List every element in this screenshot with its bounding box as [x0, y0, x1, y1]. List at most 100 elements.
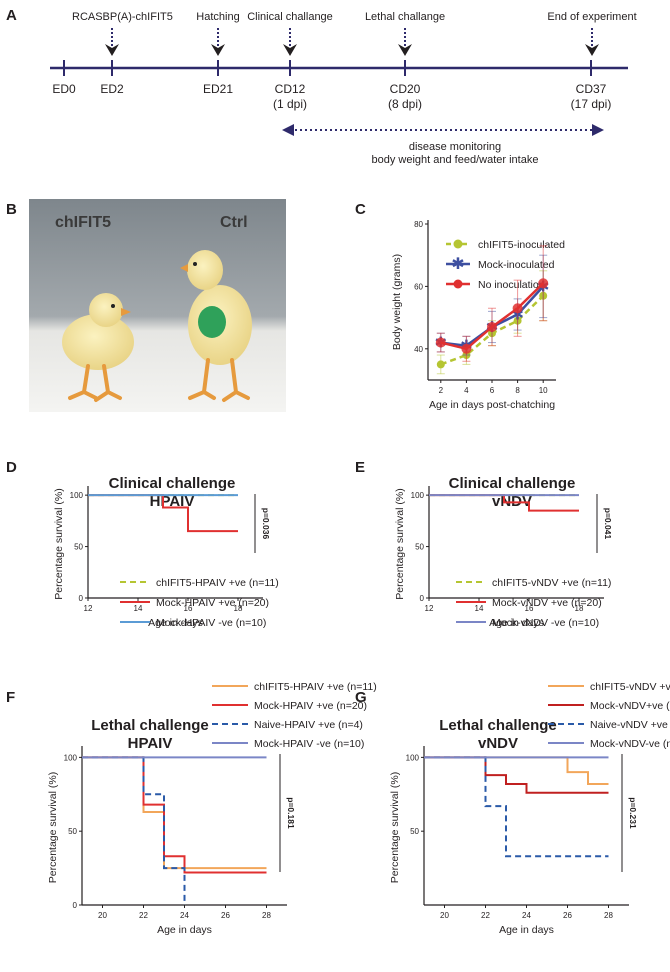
chart-body-weight: 2 4 6 8 10 40 60 80 Age in days post-chatching Bo… [391, 220, 565, 411]
x-axis-title: Age in days post-chatching [429, 399, 555, 411]
data-point [512, 303, 523, 314]
legend-label: Mock-vNDV -ve (n=10) [492, 617, 599, 629]
y-tick-label: 80 [414, 220, 423, 229]
timeline-event-label: End of experiment [547, 11, 636, 23]
x-tick-label: 26 [563, 911, 572, 920]
y-axis-title: Body weight (grams) [391, 254, 403, 350]
timeline-event-label: Lethal challange [365, 11, 445, 23]
survival-curve-mock-vndv-ve-n-20 [424, 756, 609, 794]
arrow-down-icon [283, 44, 297, 56]
x-tick-label: 16 [525, 604, 534, 613]
y-tick-label: 100 [70, 491, 84, 500]
legend-label: Naive-vNDV +ve (n=3) [590, 719, 670, 731]
survival-curve-naive-hpaiv-ve-n-4 [82, 756, 186, 905]
x-tick-label: 28 [604, 911, 613, 920]
y-tick-label: 0 [79, 594, 84, 603]
timeline-tick-label: ED0 [52, 82, 76, 96]
x-axis-title: Age in days [489, 617, 544, 629]
timeline-event-label: Clinical challange [247, 11, 333, 23]
survival-curve-chifit5-hpaiv-ve-n-11 [82, 756, 267, 870]
panel-letter-e: E [355, 459, 365, 476]
x-tick-label: 16 [184, 604, 193, 613]
y-axis-title: Percentage survival (%) [394, 488, 406, 599]
chick-photo: chIFIT5 Ctrl [29, 199, 286, 412]
pvalue-label: p=0.041 [603, 508, 613, 540]
legend-label: Mock-vNDV-ve (n=10) [590, 738, 670, 750]
x-tick-label: 2 [439, 386, 444, 395]
legend-label: Mock-HPAIV +ve (n=20) [156, 597, 269, 609]
timeline-tick-label: CD37 [576, 82, 607, 96]
data-point [461, 343, 472, 354]
timeline-tick-label: CD20 [390, 82, 421, 96]
x-tick-label: 12 [425, 604, 434, 613]
chart-title: Clinical challenge [109, 475, 236, 492]
monitoring-sublabel: body weight and feed/water intake [372, 154, 539, 166]
pvalue-label: p=0.181 [286, 797, 296, 829]
x-tick-label: 14 [475, 604, 484, 613]
legend-label: Mock-HPAIV -ve (n=10) [254, 738, 364, 750]
x-tick-label: 28 [262, 911, 271, 920]
x-tick-label: 4 [464, 386, 469, 395]
photo-label-chifit5: chIFIT5 [55, 214, 111, 231]
chart-lethal-hpaiv: 20 22 24 26 28 0 50 100 Age in days Percentage su… [47, 681, 377, 936]
data-point [435, 337, 446, 348]
timeline-tick-sublabel: (1 dpi) [273, 97, 307, 111]
chart-subtitle: HPAIV [150, 493, 195, 510]
chart-subtitle: HPAIV [128, 735, 173, 752]
x-tick-label: 10 [539, 386, 548, 395]
legend-label: Mock-vNDV+ve (n=20) [590, 700, 670, 712]
y-tick-label: 50 [410, 827, 419, 836]
monitoring-label: disease monitoring [409, 141, 501, 153]
chart-subtitle: vNDV [478, 735, 518, 752]
legend-label: chIFIT5-vNDV +ve (n=11) [492, 577, 611, 589]
chart-title: Lethal challenge [439, 717, 557, 734]
legend-marker [453, 239, 463, 249]
photo-label-ctrl: Ctrl [220, 214, 248, 231]
x-tick-label: 24 [522, 911, 531, 920]
data-point [487, 321, 497, 332]
chart-lethal-vndv: 20 22 24 26 28 50 100 Age in days Percentage sur… [389, 681, 670, 936]
monitoring-arrow-left-icon [282, 124, 294, 136]
legend-label: Mock-vNDV +ve (n=20) [492, 597, 602, 609]
legend-label: chIFIT5-HPAIV +ve (n=11) [156, 577, 279, 589]
data-point [538, 278, 549, 289]
x-tick-label: 18 [234, 604, 243, 613]
data-point [436, 360, 445, 369]
y-axis-title: Percentage survival (%) [389, 772, 401, 883]
timeline-tick-label: ED2 [100, 82, 124, 96]
legend-label: No inoculation [478, 279, 545, 291]
y-axis-title: Percentage survival (%) [47, 772, 59, 883]
x-tick-label: 18 [575, 604, 584, 613]
y-tick-label: 50 [415, 543, 424, 552]
timeline-tick-sublabel: (17 dpi) [571, 97, 612, 111]
arrow-down-icon [398, 44, 412, 56]
y-tick-label: 60 [414, 282, 423, 291]
chart-title: Lethal challenge [91, 717, 209, 734]
legend-label: Naive-HPAIV +ve (n=4) [254, 719, 363, 731]
pvalue-label: p=0.036 [261, 508, 271, 540]
arrow-down-icon [105, 44, 119, 56]
panel-letter-f: F [6, 689, 15, 706]
survival-curve-mock-hpaiv-ve-n-20 [82, 756, 267, 874]
y-tick-label: 40 [414, 345, 423, 354]
arrow-down-icon [585, 44, 599, 56]
legend-label: Mock-inoculated [478, 259, 555, 271]
chart-clinical-vndv: 12 14 16 18 0 50 100 Age in days Percentage surv… [394, 475, 613, 629]
timeline-event-label: RCASBP(A)-chIFIT5 [72, 11, 173, 23]
star-marker-icon: ✱ [451, 256, 464, 273]
x-tick-label: 22 [481, 911, 490, 920]
x-tick-label: 20 [440, 911, 449, 920]
legend-label: Mock-HPAIV -ve (n=10) [156, 617, 266, 629]
y-tick-label: 100 [411, 491, 425, 500]
panel-letter-b: B [6, 201, 17, 218]
chart-title: Clinical challenge [449, 475, 576, 492]
series-no-inoculation [435, 245, 549, 362]
x-axis-title: Age in days [148, 617, 203, 629]
x-tick-label: 6 [490, 386, 495, 395]
timeline-tick-label: ED21 [203, 82, 233, 96]
y-tick-label: 0 [420, 594, 425, 603]
survival-curve-mock-hpaiv-ve-n-20 [88, 494, 238, 533]
panel-letter-g: G [355, 689, 367, 706]
x-tick-label: 22 [139, 911, 148, 920]
